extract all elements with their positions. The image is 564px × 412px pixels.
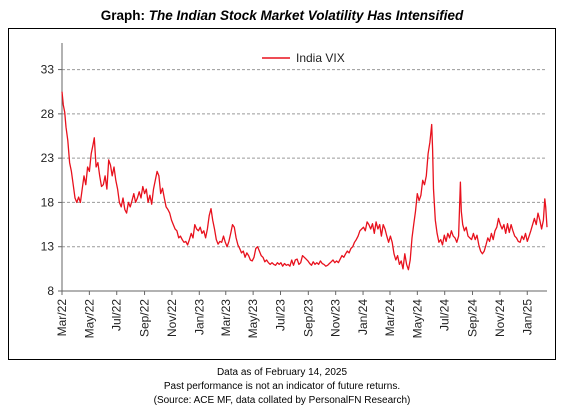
y-tick-label: 23 [41, 151, 55, 165]
x-tick-label: Jan/23 [192, 299, 206, 335]
x-tick-label: Jul/23 [273, 299, 287, 331]
x-tick-label: Jan/25 [520, 299, 534, 335]
chart-frame: 8 13 18 23 28 33 Mar/22 May/22 Jul/22 Sep/22 Nov/… [8, 28, 556, 360]
series-line-india-vix [61, 91, 548, 271]
x-tick-label: Sep/22 [138, 299, 152, 337]
grid-lines [62, 69, 547, 248]
x-tick-label: Nov/24 [493, 299, 507, 337]
y-tick-label: 8 [47, 284, 54, 298]
y-tick-label: 33 [41, 63, 55, 77]
x-tick-label: May/23 [246, 299, 260, 339]
x-tick-label: Jul/24 [438, 299, 452, 331]
x-tick-label: Nov/22 [165, 299, 179, 337]
x-tick-label: Jan/24 [356, 299, 370, 335]
x-tick-label: May/24 [410, 299, 424, 339]
vix-line-chart: 8 13 18 23 28 33 Mar/22 May/22 Jul/22 Sep/22 Nov/… [41, 43, 548, 339]
x-tick-label: Sep/24 [466, 299, 480, 337]
x-tick-label: Nov/23 [329, 299, 343, 337]
title-prefix: Graph: [100, 8, 149, 23]
source-note: (Source: ACE MF, data collated by Person… [153, 395, 411, 406]
x-tick-label: May/22 [82, 299, 96, 339]
x-tick-label: Sep/23 [301, 299, 315, 337]
x-tick-label: Mar/24 [383, 299, 397, 337]
y-tick-labels: 8 13 18 23 28 33 [41, 63, 55, 298]
y-tick-label: 28 [41, 107, 55, 121]
title-main: The Indian Stock Market Volatility Has I… [148, 8, 464, 23]
chart-legend: India VIX [262, 51, 345, 65]
x-tick-label: Jul/22 [110, 299, 124, 331]
data-as-of-note: Data as of February 14, 2025 [216, 367, 348, 378]
series-layer [61, 91, 548, 271]
y-tick-label: 13 [41, 240, 55, 254]
y-tick-label: 18 [41, 195, 55, 209]
x-tick-label: Mar/22 [55, 299, 69, 337]
x-tick-label: Mar/23 [219, 299, 233, 337]
x-tick-labels: Mar/22 May/22 Jul/22 Sep/22 Nov/22 Jan/23 Mar/… [55, 299, 534, 339]
chart-title: Graph: The Indian Stock Market Volatilit… [0, 8, 564, 23]
axes [58, 43, 547, 295]
disclaimer-note: Past performance is not an indicator of … [163, 381, 401, 392]
legend-label: India VIX [296, 51, 345, 65]
